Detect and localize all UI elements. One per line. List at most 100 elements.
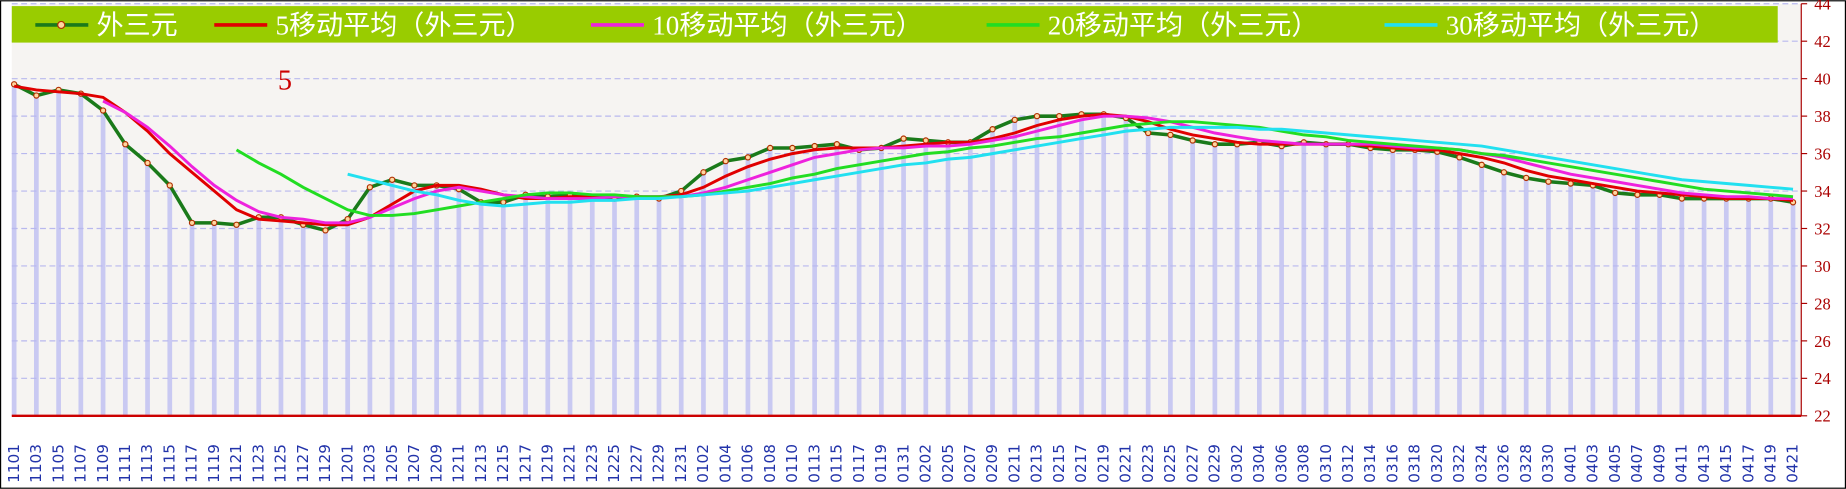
bar	[1479, 164, 1485, 416]
bar	[234, 224, 239, 416]
legend-label: 30移动平均（外三元）	[1446, 10, 1717, 40]
point	[1144, 129, 1152, 137]
bar	[589, 196, 595, 416]
x-tick-label: 1203	[361, 444, 379, 483]
bar	[1390, 149, 1396, 416]
point	[744, 154, 752, 161]
point	[766, 144, 774, 152]
x-tick-label: 1229	[650, 444, 668, 483]
bar	[1523, 177, 1529, 416]
point	[1678, 195, 1686, 202]
bar	[612, 198, 617, 416]
y-tick-label: 26	[1814, 332, 1830, 351]
x-tick-label: 1115	[160, 444, 178, 483]
x-tick-label: 0411	[1673, 444, 1691, 483]
bar	[1345, 144, 1351, 416]
x-tick-label: 1123	[249, 444, 267, 483]
series-line	[235, 120, 1794, 217]
x-tick-label: 0106	[739, 444, 757, 483]
x-tick-label: 0207	[961, 444, 979, 483]
bar	[1168, 134, 1173, 416]
x-tick-label: 0318	[1406, 444, 1424, 483]
x-tick-label: 1129	[316, 444, 334, 483]
point	[33, 92, 40, 99]
point	[1523, 174, 1530, 182]
bar	[923, 140, 929, 416]
y-tick-label: 42	[1814, 32, 1830, 51]
x-tick-label: 0314	[1361, 444, 1379, 483]
bar	[990, 129, 995, 416]
x-tick-label: 0227	[1183, 444, 1201, 483]
bar	[545, 196, 551, 416]
point	[388, 176, 396, 183]
point	[1478, 161, 1485, 168]
x-tick-label: 1105	[49, 444, 67, 483]
y-tick-label: 30	[1814, 257, 1830, 276]
point	[188, 219, 196, 227]
bar	[300, 224, 306, 416]
x-tick-label: 1211	[450, 444, 468, 483]
bar	[412, 185, 417, 416]
x-tick-label: 1107	[72, 444, 90, 483]
x-tick-label: 0108	[761, 444, 779, 483]
point	[1011, 116, 1018, 124]
x-tick-label: 0330	[1539, 444, 1557, 483]
point	[1211, 141, 1219, 148]
x-tick-label: 0401	[1561, 444, 1579, 483]
bar	[1368, 147, 1373, 416]
bar	[967, 142, 973, 416]
bar	[1723, 198, 1729, 416]
x-tick-label: 1221	[561, 444, 579, 483]
bar	[478, 202, 484, 416]
bar	[1145, 132, 1151, 416]
x-tick-label: 0322	[1450, 444, 1468, 483]
x-tick-label: 1117	[183, 444, 201, 483]
x-tick-label: 0223	[1139, 444, 1157, 483]
x-tick-label: 0308	[1295, 444, 1313, 483]
point	[1033, 112, 1041, 120]
bar	[1434, 151, 1440, 416]
legend-label: 5移动平均（外三元）	[275, 10, 532, 40]
x-tick-label: 0320	[1428, 444, 1446, 483]
x-tick-label: 1109	[94, 444, 112, 483]
x-tick-label: 1215	[494, 444, 512, 483]
bar	[256, 217, 262, 416]
x-tick-label: 0131	[894, 444, 912, 483]
x-tick-label: 1127	[294, 444, 312, 483]
bar	[389, 179, 395, 416]
bar	[878, 147, 884, 416]
bar	[367, 187, 373, 416]
x-tick-label: 0229	[1206, 444, 1224, 483]
bar	[1101, 114, 1107, 416]
point	[500, 199, 507, 206]
bar	[211, 222, 217, 416]
x-tick-label: 0421	[1784, 444, 1802, 483]
bar	[345, 219, 351, 416]
x-tick-label: 0215	[1050, 444, 1068, 483]
x-tick-label: 1219	[539, 444, 557, 483]
legend-label: 10移动平均（外三元）	[652, 10, 923, 40]
x-tick-label: 0219	[1094, 444, 1112, 483]
x-tick-label: 0415	[1717, 444, 1735, 483]
x-tick-label: 0403	[1584, 444, 1602, 483]
point	[1611, 189, 1619, 197]
annotation: 5	[278, 66, 292, 97]
x-tick-label: 0202	[917, 444, 935, 483]
series-line	[13, 84, 1794, 227]
bar	[122, 144, 128, 416]
bar	[745, 157, 751, 416]
bar	[500, 202, 506, 416]
point	[989, 126, 996, 133]
x-tick-label: 1119	[205, 444, 223, 483]
bar	[434, 185, 439, 416]
bar	[767, 147, 773, 416]
x-tick-label: 0117	[850, 444, 868, 483]
bar	[1746, 198, 1751, 416]
x-tick-label: 1231	[672, 444, 690, 483]
x-tick-label: 1207	[405, 444, 423, 483]
bar	[812, 146, 817, 416]
x-tick-label: 1121	[227, 444, 245, 483]
legend: 外三元 5移动平均（外三元） 10移动平均（外三元） 20移动平均（外三元） 30移动平…	[35, 10, 1716, 40]
bar	[1123, 117, 1129, 416]
bar	[834, 144, 840, 416]
